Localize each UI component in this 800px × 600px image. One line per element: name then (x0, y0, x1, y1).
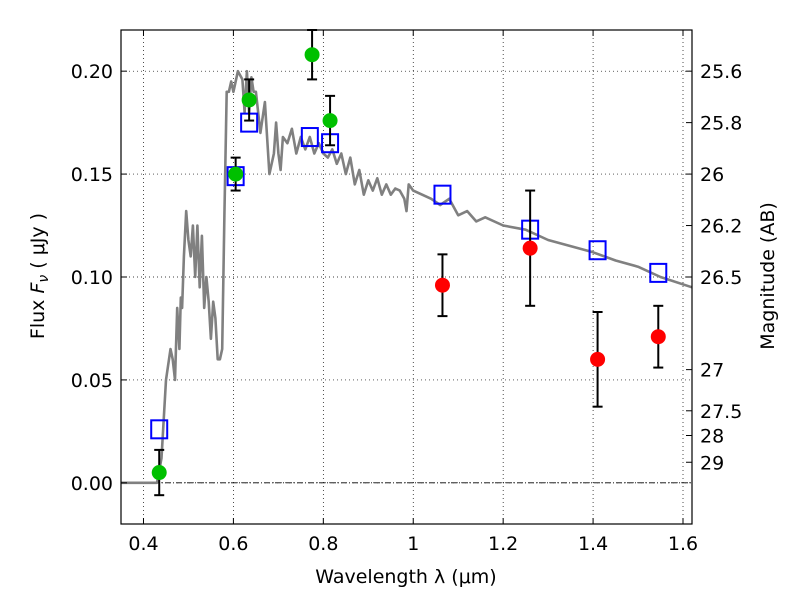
flux-unit: ( μJy ) (27, 213, 49, 275)
y-tick-label: 0.20 (71, 61, 113, 83)
x-tick-label: 1.2 (488, 533, 518, 555)
blue-square-point (649, 262, 668, 283)
x-tick-label: 1.4 (578, 533, 608, 555)
x-axis-label: Wavelength λ (μm) (315, 566, 496, 588)
y2-tick-label: 28 (700, 425, 724, 447)
blue-square-point (150, 419, 169, 440)
x-tick-label: 1 (407, 533, 419, 555)
y2-tick-label: 26.2 (700, 216, 742, 238)
y2-tick-label: 25.8 (700, 113, 742, 135)
x-tick-label: 1.6 (668, 533, 698, 555)
x-tick-label: 0.4 (128, 533, 158, 555)
y-tick-label: 0.10 (71, 267, 113, 289)
y-tick-label: 0.15 (71, 164, 113, 186)
y2-tick-label: 29 (700, 452, 724, 474)
y2-tick-label: 26 (700, 164, 724, 186)
green-circle-point (151, 465, 167, 481)
red-circle-point (434, 277, 450, 293)
y2-tick-label: 27 (700, 360, 724, 382)
y2-tick-label: 26.5 (700, 267, 742, 289)
plot-area (121, 30, 692, 524)
y-axis-label: Flux Fν ( μJy ) (27, 213, 52, 339)
blue-square-point (433, 184, 452, 205)
flux-symbol: F (27, 282, 49, 294)
y2-tick-label: 27.5 (700, 401, 742, 423)
blue-square-point (588, 240, 607, 261)
red-circle-point (650, 329, 666, 345)
green-circle-point (322, 113, 338, 129)
x-tick-label: 0.8 (308, 533, 338, 555)
green-circle-point (304, 47, 320, 63)
y2-tick-label: 25.6 (700, 61, 742, 83)
flux-subscript: ν (36, 275, 52, 283)
y-tick-label: 0.05 (71, 370, 113, 392)
y-tick-label: 0.00 (71, 473, 113, 495)
model-spectrum-line (121, 69, 693, 485)
data-series (121, 29, 693, 497)
x-tick-label: 0.6 (218, 533, 248, 555)
red-circle-point (590, 351, 606, 367)
ticks: 0.4 0.6 0.8 1 1.2 1.4 1.6 0.00 0.05 0.10 0.15 0.20 2… (71, 30, 742, 555)
red-circle-point (522, 240, 538, 256)
green-circle-point (241, 92, 257, 108)
blue-square-point (300, 127, 319, 148)
green-circle-point (228, 166, 244, 182)
y2-axis-label: Magnitude (AB) (757, 202, 779, 350)
